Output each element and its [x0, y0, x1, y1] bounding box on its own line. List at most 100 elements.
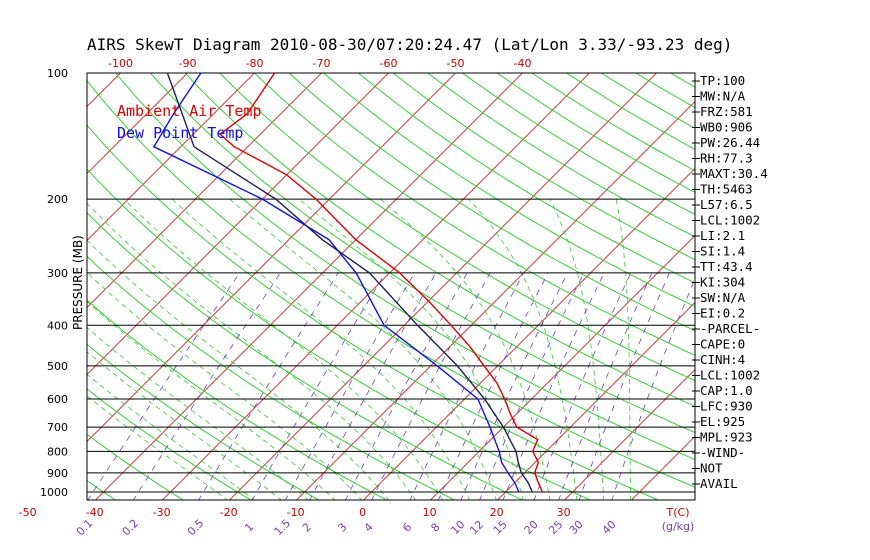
- dry-adiabat-line: [219, 73, 695, 382]
- stat-value: CAPE:0: [700, 337, 745, 352]
- mixing-ratio-tick-label: 0.2: [120, 517, 142, 539]
- stat-value: LCL:1002: [700, 213, 760, 228]
- stat-value: LCL:1002: [700, 368, 760, 383]
- mixing-ratio-line: [251, 272, 386, 500]
- stat-value: TP:100: [700, 73, 745, 88]
- dry-adiabat-line: [461, 73, 695, 215]
- moist-adiabat-line: [123, 198, 443, 500]
- mixing-ratio-tick-label: 4: [362, 520, 376, 534]
- stat-value: KI:304: [700, 275, 745, 290]
- dew-point-temp-line: [152, 73, 520, 493]
- stat-value: MPL:923: [700, 430, 753, 445]
- mixing-ratio-line: [87, 272, 241, 500]
- mixing-ratio-line: [558, 272, 653, 500]
- mixing-ratio-tick-label: 15: [491, 518, 510, 537]
- mixing-ratio-line: [198, 272, 339, 500]
- plot-area: [0, 64, 870, 501]
- moist-adiabat-line: [380, 198, 551, 500]
- stat-value: TT:43.4: [700, 259, 753, 274]
- legend-ambient-air-temp: Ambient Air Temp: [117, 102, 262, 120]
- moist-adiabat-line: [468, 198, 578, 500]
- dry-adiabat-line: [115, 73, 695, 461]
- pressure-tick-label: 700: [47, 421, 68, 434]
- stat-value: LI:2.1: [700, 228, 745, 243]
- stats-panel: TP:100MW:N/AFRZ:581WB0:906PW:26.44RH:77.…: [692, 73, 768, 491]
- stat-value: EI:0.2: [700, 306, 745, 321]
- mixing-ratio-tick-label: 8: [428, 520, 442, 534]
- mixing-ratio-line: [409, 272, 524, 500]
- stat-value: SW:N/A: [700, 290, 746, 305]
- isotherm-line: [429, 234, 695, 500]
- mixing-ratio-line: [437, 272, 549, 500]
- stat-value: -WIND-: [700, 445, 745, 460]
- mixing-ratio-tick-label: 2: [300, 520, 314, 534]
- y-axis-label: PRESSURE (MB): [71, 235, 85, 330]
- dry-adiabat-line: [87, 433, 184, 500]
- isotherm-line: [87, 73, 323, 309]
- dry-adiabat-line: [87, 124, 660, 500]
- stat-value: EL:925: [700, 414, 745, 429]
- dry-adiabat-line: [427, 73, 695, 238]
- pressure-tick-label: 200: [47, 193, 68, 206]
- moist-adiabat-line: [87, 351, 282, 500]
- plot-profiles: [152, 73, 544, 493]
- mixing-ratio-tick-label: 3: [335, 520, 349, 534]
- isotherm-line: [295, 100, 695, 500]
- mixing-ratio-tick-label: 10: [448, 518, 467, 537]
- pressure-tick-label: 400: [47, 319, 68, 332]
- stat-value: RH:77.3: [700, 151, 753, 166]
- mixing-ratio-line: [309, 272, 437, 500]
- dry-adiabat-line: [87, 255, 456, 500]
- bottom-temp-tick-label: -30: [153, 506, 171, 519]
- mixing-ratio-tick-label: 0.5: [185, 517, 207, 539]
- mixing-ratio-tick-label: 20: [522, 518, 541, 537]
- mixing-ratio-tick-label: 1.5: [272, 517, 294, 539]
- stat-value: NOT: [700, 461, 723, 476]
- pressure-tick-label: 500: [47, 360, 68, 373]
- top-temp-tick-label: -70: [313, 57, 331, 70]
- mixing-ratio-tick-label: 12: [467, 518, 486, 537]
- isotherm-line: [496, 301, 695, 500]
- dry-adiabat-line: [87, 479, 117, 500]
- stat-value: L57:6.5: [700, 197, 753, 212]
- mixing-ratio-axis-label: (g/kg): [662, 520, 695, 533]
- isotherm-line: [362, 167, 695, 500]
- x-axis-label: T(C): [666, 506, 690, 519]
- mixing-ratio-tick-label: 25: [546, 518, 565, 537]
- chart-title: AIRS SkewT Diagram 2010-08-30/07:20:24.4…: [87, 35, 732, 54]
- dry-adiabat-line: [87, 168, 592, 500]
- dry-adiabat-line: [288, 73, 695, 332]
- stat-value: LFC:930: [700, 399, 753, 414]
- stat-value: PW:26.44: [700, 135, 760, 150]
- bottom-temp-tick-label: 10: [423, 506, 437, 519]
- moist-adiabat-line: [229, 198, 497, 500]
- dry-adiabat-line: [357, 73, 695, 284]
- moist-adiabat-line: [615, 199, 631, 500]
- bottom-temp-tick-label: 0: [359, 506, 366, 519]
- stat-value: AVAIL: [700, 476, 738, 491]
- bottom-temp-tick-label: -20: [220, 506, 238, 519]
- bottom-temp-tick-label: 20: [490, 506, 504, 519]
- pressure-tick-label: 900: [47, 467, 68, 480]
- moist-adiabat-line: [298, 198, 524, 500]
- moist-adiabat-line: [549, 198, 605, 500]
- moist-adiabat-line: [87, 327, 309, 500]
- stat-value: FRZ:581: [700, 104, 753, 119]
- dry-adiabat-line: [323, 73, 695, 308]
- isotherm-line: [765, 64, 870, 501]
- bottom-temp-tick-label: -10: [287, 506, 305, 519]
- moist-adiabat-line: [87, 239, 390, 500]
- isotherm-line: [0, 64, 63, 501]
- top-temp-tick-label: -80: [246, 57, 264, 70]
- top-temp-tick-label: -100: [108, 57, 133, 70]
- stat-value: MAXT:30.4: [700, 166, 768, 181]
- mixing-ratio-line: [460, 272, 568, 500]
- mixing-ratio-line: [533, 272, 632, 500]
- dry-adiabat-line: [669, 73, 695, 88]
- stat-value: TH:5463: [700, 182, 753, 197]
- plot-grid: [0, 64, 870, 501]
- dry-adiabat-line: [184, 73, 695, 407]
- mixing-ratio-line: [345, 272, 468, 500]
- dry-adiabat-line: [87, 212, 524, 500]
